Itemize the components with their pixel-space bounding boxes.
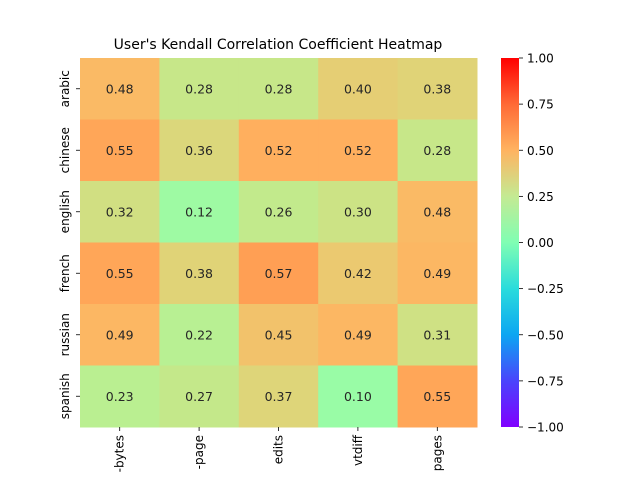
- colorbar-gradient: [501, 58, 519, 427]
- cell-value-label: 0.48: [106, 81, 134, 96]
- cell-value-label: 0.55: [423, 389, 451, 404]
- row-tick-label: english: [58, 190, 72, 233]
- colorbar-tick-label: −0.25: [527, 282, 564, 296]
- cell-value-label: 0.38: [423, 81, 451, 96]
- heatmap-cell: [238, 58, 319, 120]
- cell-value-label: 0.28: [423, 143, 451, 158]
- colorbar-tick-label: 0.00: [527, 236, 554, 250]
- row-tick-label: chinese: [58, 127, 72, 173]
- column-tick-label: vtdiff: [351, 434, 365, 466]
- row-tick-label: arabic: [58, 70, 72, 107]
- heatmap-cell: [80, 242, 160, 305]
- colorbar-tick-label: 0.50: [527, 144, 554, 158]
- cell-value-label: 0.55: [106, 266, 134, 281]
- heatmap-cell: [159, 304, 240, 366]
- cell-value-label: 0.27: [185, 389, 213, 404]
- heatmap-cell: [318, 304, 399, 366]
- cell-value-label: 0.26: [265, 204, 293, 219]
- colorbar-tick-label: −0.50: [527, 328, 564, 342]
- row-tick-label: spanish: [58, 373, 72, 419]
- cell-value-label: 0.52: [265, 143, 293, 158]
- heatmap-cell: [159, 242, 240, 305]
- heatmap-cell: [80, 365, 160, 428]
- heatmap-cell: [238, 304, 319, 366]
- colorbar-tick-label: −0.75: [527, 374, 564, 388]
- colorbar-tick-label: −1.00: [527, 421, 564, 435]
- column-tick-labels: -bytes -page edits vtdiff pages: [113, 427, 444, 472]
- row-tick-labels: arabic chinese english french russian spanish: [58, 70, 80, 419]
- colorbar: 1.00 0.75 0.50 0.25 0.00 −0.25 −0.50 −0.75 −1.00: [501, 52, 564, 435]
- heatmap-cell: [80, 119, 160, 182]
- cell-value-label: 0.32: [106, 204, 134, 219]
- heatmap-cell: [159, 181, 240, 243]
- heatmap-cells: 0.48 0.28 0.28 0.40 0.38 0.55 0.36 0.52 0.52 0.28…: [80, 58, 478, 428]
- row-tick-label: french: [58, 254, 72, 292]
- chart-title: User's Kendall Correlation Coefficient H…: [114, 37, 443, 53]
- heatmap-cell: [159, 119, 240, 182]
- column-tick-label: -bytes: [113, 435, 127, 472]
- cell-value-label: 0.23: [106, 389, 134, 404]
- cell-value-label: 0.36: [185, 143, 213, 158]
- heatmap-cell: [318, 119, 399, 182]
- cell-value-label: 0.49: [106, 327, 134, 342]
- heatmap-cell: [397, 242, 478, 305]
- heatmap-cell: [238, 242, 319, 305]
- heatmap-cell: [318, 181, 399, 243]
- heatmap-cell: [80, 58, 160, 120]
- cell-value-label: 0.38: [185, 266, 213, 281]
- heatmap-cell: [80, 181, 160, 243]
- heatmap-cell: [80, 304, 160, 366]
- cell-value-label: 0.12: [185, 204, 213, 219]
- colorbar-tick-label: 1.00: [527, 52, 554, 66]
- heatmap-cell: [159, 58, 240, 120]
- colorbar-tick-label: 0.75: [527, 98, 554, 112]
- cell-value-label: 0.22: [185, 327, 213, 342]
- column-tick-label: edits: [272, 435, 286, 464]
- column-tick-label: -page: [192, 435, 206, 469]
- cell-value-label: 0.48: [423, 204, 451, 219]
- heatmap-cell: [397, 181, 478, 243]
- heatmap-cell: [318, 242, 399, 305]
- cell-value-label: 0.49: [423, 266, 451, 281]
- cell-value-label: 0.10: [344, 389, 372, 404]
- heatmap-cell: [397, 58, 478, 120]
- cell-value-label: 0.37: [265, 389, 293, 404]
- heatmap-cell: [318, 365, 399, 428]
- heatmap-cell: [397, 304, 478, 366]
- cell-value-label: 0.57: [265, 266, 293, 281]
- colorbar-tick-label: 0.25: [527, 190, 554, 204]
- column-tick-label: pages: [430, 435, 444, 471]
- cell-value-label: 0.52: [344, 143, 372, 158]
- heatmap-cell: [238, 181, 319, 243]
- cell-value-label: 0.45: [265, 327, 293, 342]
- heatmap-cell: [159, 365, 240, 428]
- row-tick-label: russian: [58, 313, 72, 356]
- cell-value-label: 0.28: [185, 81, 213, 96]
- cell-value-label: 0.40: [344, 81, 372, 96]
- heatmap-cell: [397, 119, 478, 182]
- cell-value-label: 0.55: [106, 143, 134, 158]
- heatmap-cell: [397, 365, 478, 428]
- cell-value-label: 0.49: [344, 327, 372, 342]
- heatmap-cell: [318, 58, 399, 120]
- cell-value-label: 0.30: [344, 204, 372, 219]
- heatmap-cell: [238, 365, 319, 428]
- cell-value-label: 0.42: [344, 266, 372, 281]
- heatmap-cell: [238, 119, 319, 182]
- cell-value-label: 0.28: [265, 81, 293, 96]
- cell-value-label: 0.31: [423, 327, 451, 342]
